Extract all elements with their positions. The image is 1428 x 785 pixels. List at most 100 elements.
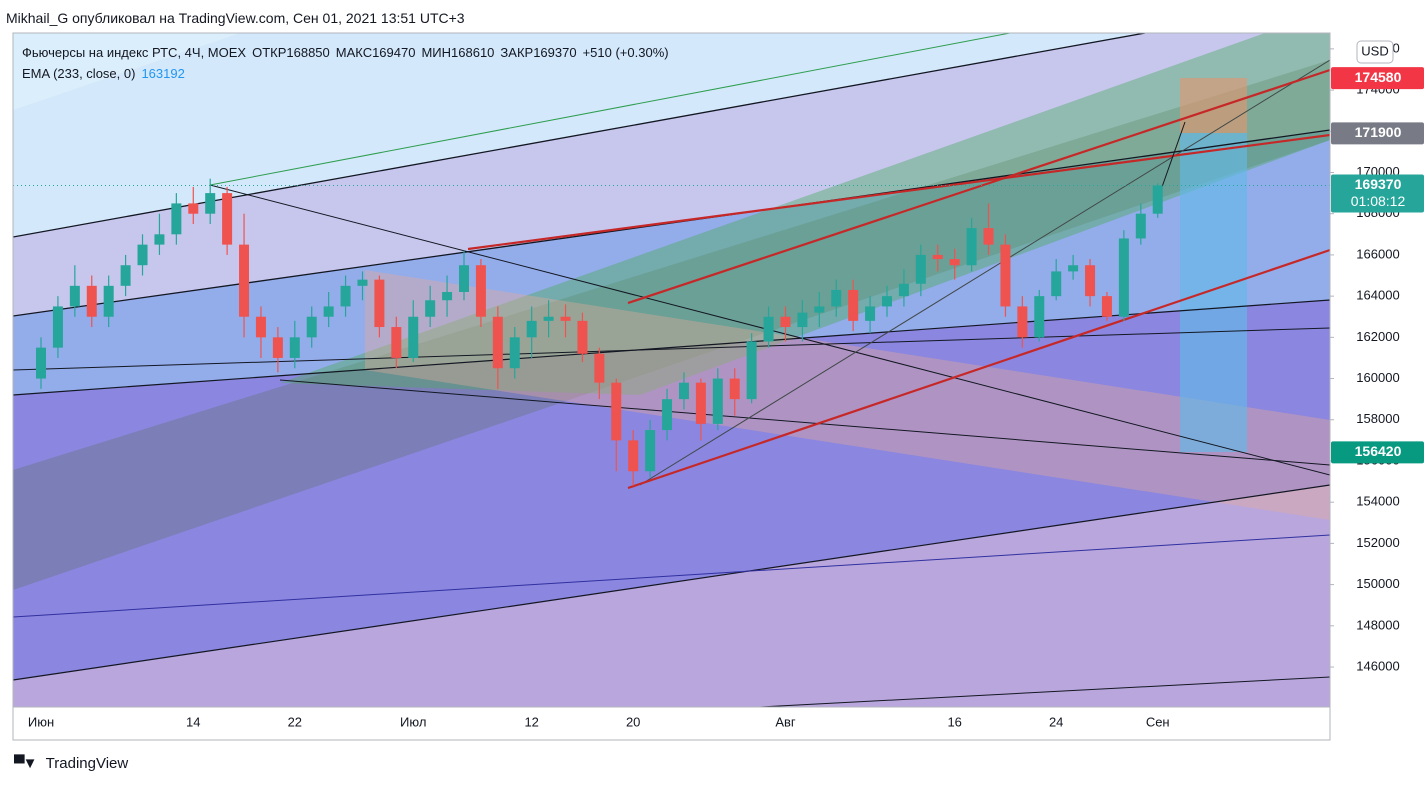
x-tick-label: Сен: [1146, 714, 1170, 729]
x-tick-label: Авг: [775, 714, 796, 729]
y-tick-label: 166000: [1356, 246, 1399, 261]
candle-body: [898, 283, 909, 297]
indicator-value: 163192: [141, 66, 185, 81]
candle-body: [323, 306, 334, 317]
candle-body: [543, 316, 554, 321]
candle-body: [1101, 296, 1112, 317]
x-tick-label: 24: [1049, 714, 1063, 729]
candle-body: [86, 285, 97, 317]
candle-body: [1000, 244, 1011, 307]
y-tick-label: 158000: [1356, 411, 1399, 426]
y-tick-label: 154000: [1356, 494, 1399, 509]
candle-body: [391, 327, 402, 358]
candle-body: [442, 292, 453, 301]
legend-value: МИН168610: [421, 45, 495, 60]
candle-body: [983, 228, 994, 245]
pane-border: [12, 32, 1331, 741]
candle-body: [594, 353, 605, 383]
candle-body: [949, 259, 960, 266]
y-tick-label: 146000: [1356, 658, 1399, 673]
candle-body: [509, 337, 520, 369]
candle-body: [306, 316, 317, 338]
x-tick-label: 12: [524, 714, 538, 729]
candle-body: [662, 399, 673, 431]
x-tick-label: 22: [288, 714, 302, 729]
brand[interactable]: ▀▼ TradingView: [14, 755, 129, 772]
price-label: 169370: [1355, 176, 1402, 192]
legend-value: ЗАКР169370: [500, 45, 577, 60]
currency-button[interactable]: [1356, 40, 1394, 64]
price-label: 171900: [1355, 124, 1402, 140]
x-tick-label: 16: [947, 714, 961, 729]
candle-body: [459, 265, 469, 293]
candle-body: [255, 316, 266, 338]
candle-body: [560, 316, 571, 321]
candle-body: [966, 228, 977, 266]
candle-body: [69, 285, 80, 307]
candle-body: [1085, 265, 1096, 297]
y-tick-label: 150000: [1356, 576, 1399, 591]
price-label: 156420: [1355, 443, 1402, 459]
price-label-box: [1331, 441, 1424, 464]
candle-body: [120, 265, 131, 286]
candle-body: [848, 289, 859, 321]
candle-body: [695, 382, 706, 424]
currency[interactable]: USD: [1361, 43, 1388, 58]
candle-body: [222, 193, 233, 245]
candle-body: [340, 285, 351, 307]
candle-body: [746, 341, 757, 400]
candle-body: [831, 289, 842, 307]
candle-body: [171, 203, 182, 235]
x-tick-label: 20: [626, 714, 640, 729]
y-tick-label: 164000: [1356, 288, 1399, 303]
publisher: Mikhail_G опубликовал на TradingView.com…: [6, 10, 465, 26]
candle-body: [492, 316, 503, 369]
candle-body: [763, 316, 774, 342]
x-tick-label: 14: [186, 714, 200, 729]
candle-body: [408, 316, 419, 358]
candle-body: [865, 306, 876, 321]
legend: Фьючерсы на индекс РТС, 4Ч, MOEX ОТКР1688…: [22, 45, 675, 60]
brand-name[interactable]: TradingView: [45, 755, 129, 772]
candle-body: [205, 193, 216, 214]
candle-body: [932, 254, 943, 260]
candle-body: [780, 316, 791, 328]
candle-body: [1017, 306, 1028, 338]
candle-body: [611, 382, 622, 441]
candle-body: [1152, 185, 1163, 214]
y-tick-label: 148000: [1356, 617, 1399, 632]
candle-body: [36, 347, 46, 379]
candle-body: [154, 234, 165, 245]
y-tick-label: 162000: [1356, 329, 1399, 344]
candle-body: [526, 320, 537, 338]
price-axis: 1460001480001500001520001540001560001580…: [1330, 40, 1400, 673]
price-label-box: [1331, 174, 1424, 213]
candle-body: [475, 265, 486, 317]
candle-body: [1068, 265, 1079, 272]
candle-body: [1034, 296, 1045, 338]
legend-value: +510 (+0.30%): [582, 45, 669, 60]
candle-body: [628, 440, 639, 472]
candle-body: [729, 378, 740, 400]
price-label: 174580: [1355, 69, 1402, 85]
candle-body: [1051, 271, 1062, 297]
candle-body: [137, 244, 148, 266]
candles: [13, 178, 1330, 486]
candle-body: [1135, 213, 1146, 239]
x-tick-label: Июл: [400, 714, 426, 729]
candle-body: [1118, 238, 1129, 317]
legend-value: МАКС169470: [335, 45, 416, 60]
legend-value: ОТКР168850: [252, 45, 330, 60]
candle-body: [103, 285, 114, 317]
candle-body: [678, 382, 689, 400]
candle-body: [374, 279, 385, 328]
candle-body: [712, 378, 723, 424]
candle-body: [289, 337, 300, 358]
y-tick-label: 152000: [1356, 535, 1399, 550]
symbol-title: Фьючерсы на индекс РТС, 4Ч, MOEX: [22, 45, 247, 60]
candle-body: [577, 320, 588, 354]
indicator: EMA (233, close, 0): [22, 66, 136, 81]
indicator-legend: EMA (233, close, 0) 163192: [22, 66, 191, 81]
